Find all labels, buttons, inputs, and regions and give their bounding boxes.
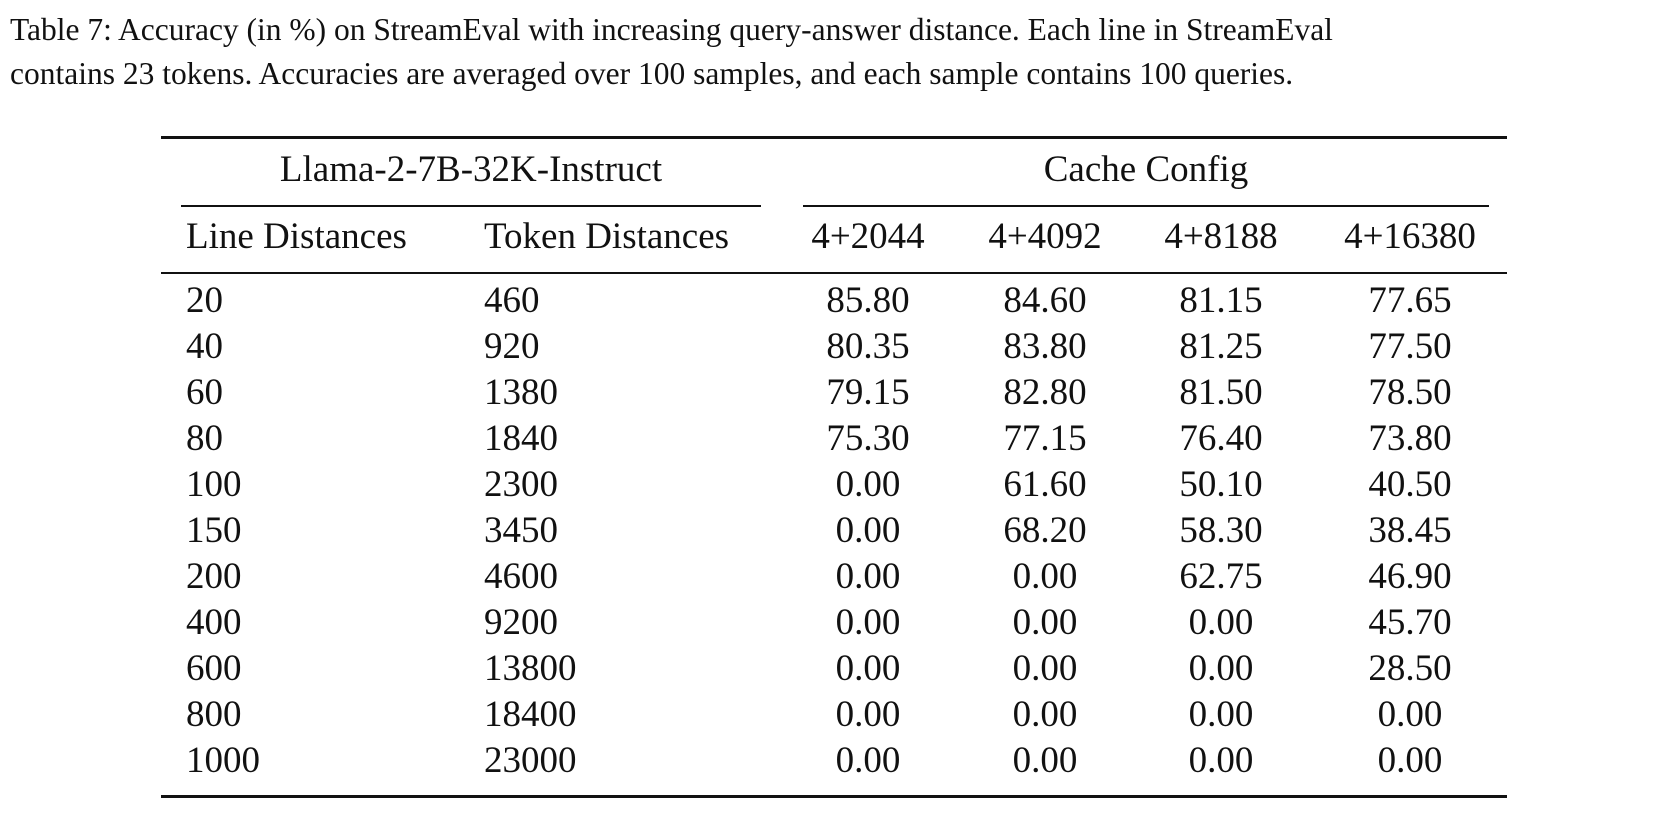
table-cell: 920 xyxy=(484,326,540,367)
table-cell: 68.20 xyxy=(1003,510,1087,551)
table-cell: 50.10 xyxy=(1179,464,1263,505)
table-cell: 0.00 xyxy=(835,648,901,689)
table-cell: 0.00 xyxy=(835,510,901,551)
table-cell: 46.90 xyxy=(1368,556,1452,597)
column-header-line-distances: Line Distances xyxy=(186,216,407,257)
table-cell: 23000 xyxy=(484,740,577,781)
table-cell: 0.00 xyxy=(835,740,901,781)
table-cell: 60 xyxy=(186,372,223,413)
table-cell: 45.70 xyxy=(1368,602,1452,643)
table-cell: 73.80 xyxy=(1368,418,1452,459)
table-caption: Table 7: Accuracy (in %) on StreamEval w… xyxy=(10,8,1650,96)
cache-config-group-header: Cache Config xyxy=(1043,149,1249,190)
table-cell: 9200 xyxy=(484,602,558,643)
table-cell: 18400 xyxy=(484,694,577,735)
table-cell: 0.00 xyxy=(835,694,901,735)
table-cell: 0.00 xyxy=(1012,556,1078,597)
table-cell: 150 xyxy=(186,510,242,551)
table-cell: 77.15 xyxy=(1003,418,1087,459)
table-cell: 0.00 xyxy=(1012,694,1078,735)
table-top-rule xyxy=(161,136,1507,139)
table-cell: 3450 xyxy=(484,510,558,551)
caption-line-1: Table 7: Accuracy (in %) on StreamEval w… xyxy=(10,12,1333,47)
caption-line-2: contains 23 tokens. Accuracies are avera… xyxy=(10,56,1294,91)
table-cell: 76.40 xyxy=(1179,418,1263,459)
table-cell: 0.00 xyxy=(1377,740,1443,781)
table-cell: 40.50 xyxy=(1368,464,1452,505)
table-cell: 460 xyxy=(484,280,540,321)
table-cell: 40 xyxy=(186,326,223,367)
table-cell: 77.65 xyxy=(1368,280,1452,321)
table-cell: 1840 xyxy=(484,418,558,459)
table-cell: 0.00 xyxy=(1188,740,1254,781)
table-bottom-rule xyxy=(161,795,1507,798)
table-cell: 81.25 xyxy=(1179,326,1263,367)
table-cell: 77.50 xyxy=(1368,326,1452,367)
table-cell: 0.00 xyxy=(1012,648,1078,689)
table-cell: 1380 xyxy=(484,372,558,413)
table-cell: 80 xyxy=(186,418,223,459)
table-cell: 83.80 xyxy=(1003,326,1087,367)
table-cell: 81.50 xyxy=(1179,372,1263,413)
cache-config-group-rule xyxy=(803,205,1489,207)
table-cell: 61.60 xyxy=(1003,464,1087,505)
table-cell: 0.00 xyxy=(835,464,901,505)
table-cell: 78.50 xyxy=(1368,372,1452,413)
table-cell: 85.80 xyxy=(826,280,910,321)
table-cell: 20 xyxy=(186,280,223,321)
table-cell: 0.00 xyxy=(1188,602,1254,643)
column-header-config-1: 4+2044 xyxy=(811,216,925,257)
table-cell: 62.75 xyxy=(1179,556,1263,597)
table-cell: 82.80 xyxy=(1003,372,1087,413)
table-cell: 0.00 xyxy=(1188,648,1254,689)
table-cell: 0.00 xyxy=(1012,602,1078,643)
table-cell: 1000 xyxy=(186,740,260,781)
table-cell: 28.50 xyxy=(1368,648,1452,689)
table-cell: 200 xyxy=(186,556,242,597)
column-header-config-3: 4+8188 xyxy=(1164,216,1278,257)
table-cell: 58.30 xyxy=(1179,510,1263,551)
table-cell: 600 xyxy=(186,648,242,689)
table-cell: 400 xyxy=(186,602,242,643)
table-cell: 38.45 xyxy=(1368,510,1452,551)
table-cell: 0.00 xyxy=(835,556,901,597)
table-cell: 100 xyxy=(186,464,242,505)
table-cell: 800 xyxy=(186,694,242,735)
table-cell: 0.00 xyxy=(1377,694,1443,735)
column-header-config-4: 4+16380 xyxy=(1344,216,1476,257)
table-cell: 81.15 xyxy=(1179,280,1263,321)
model-group-rule xyxy=(181,205,761,207)
table-cell: 2300 xyxy=(484,464,558,505)
table-cell: 84.60 xyxy=(1003,280,1087,321)
table-cell: 13800 xyxy=(484,648,577,689)
table-cell: 0.00 xyxy=(1012,740,1078,781)
table-cell: 0.00 xyxy=(1188,694,1254,735)
table-cell: 80.35 xyxy=(826,326,910,367)
table-cell: 4600 xyxy=(484,556,558,597)
table-cell: 0.00 xyxy=(835,602,901,643)
table-header-rule xyxy=(161,272,1507,274)
table-cell: 75.30 xyxy=(826,418,910,459)
column-header-token-distances: Token Distances xyxy=(484,216,730,257)
column-header-config-2: 4+4092 xyxy=(988,216,1102,257)
model-group-header: Llama-2-7B-32K-Instruct xyxy=(279,149,663,190)
table-cell: 79.15 xyxy=(826,372,910,413)
